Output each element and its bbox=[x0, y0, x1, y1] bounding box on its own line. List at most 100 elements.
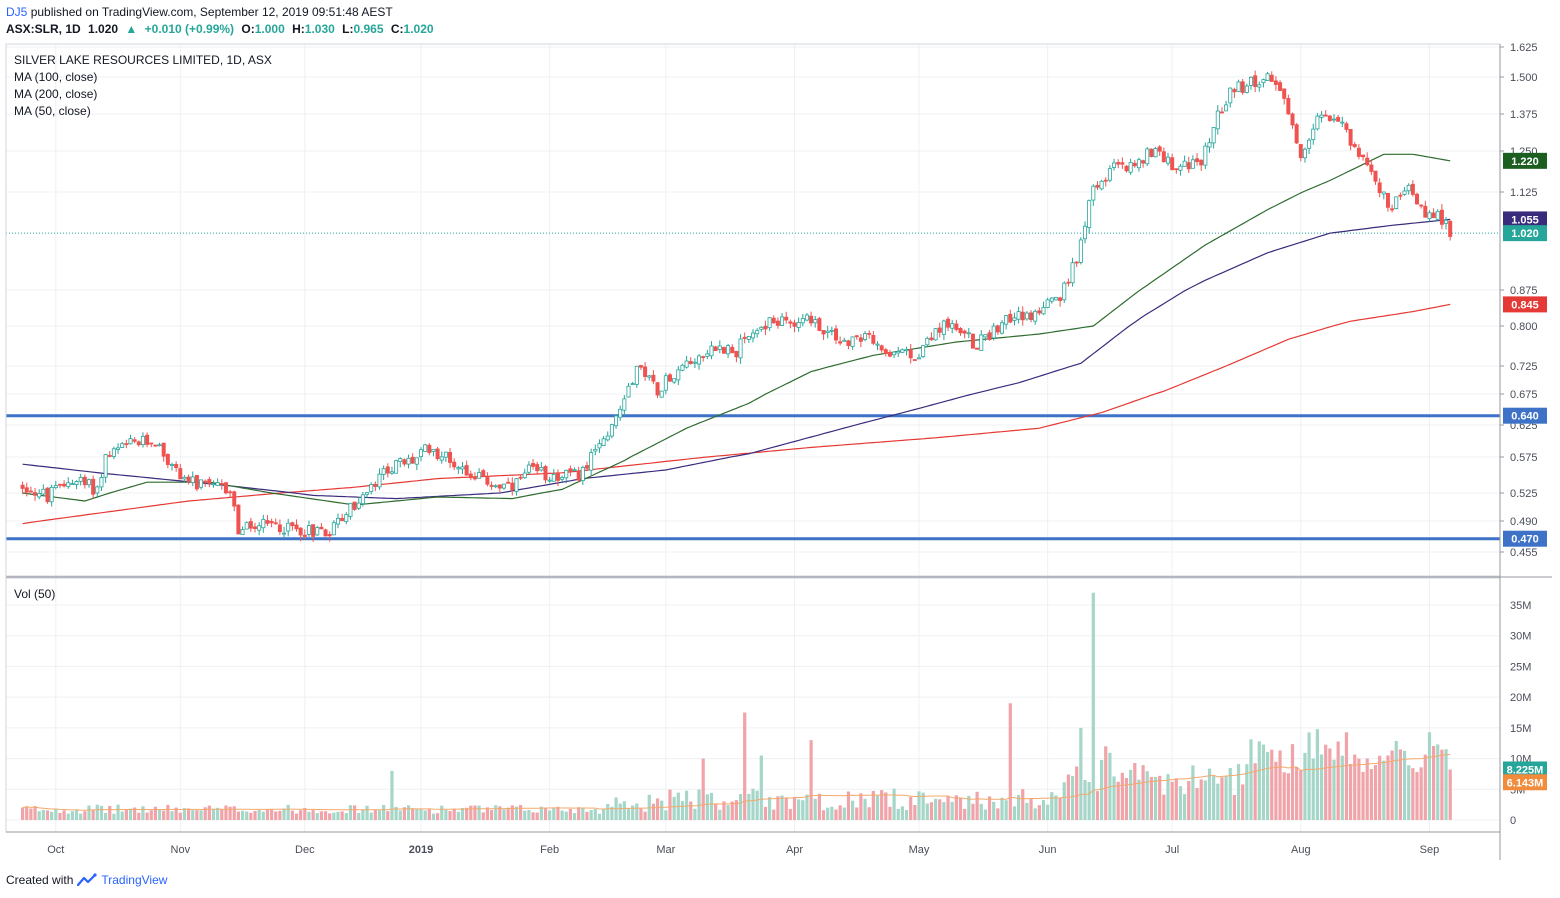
volume-bar bbox=[1012, 806, 1017, 820]
volume-bar bbox=[1245, 764, 1249, 820]
candle-body bbox=[1228, 87, 1233, 104]
volume-bar bbox=[481, 812, 485, 820]
candle-body bbox=[1049, 297, 1054, 302]
volume-bar bbox=[705, 794, 709, 820]
candle-body bbox=[1415, 193, 1420, 205]
volume-bar bbox=[465, 807, 469, 820]
volume-bar bbox=[722, 801, 726, 820]
candle-body bbox=[726, 345, 731, 355]
volume-bar bbox=[900, 806, 904, 820]
volume-bar bbox=[1253, 763, 1257, 820]
candle-body bbox=[1190, 159, 1195, 169]
volume-bar bbox=[875, 795, 880, 820]
candle-body bbox=[269, 521, 274, 524]
volume-bar bbox=[240, 810, 245, 820]
volume-bar bbox=[709, 792, 714, 820]
candle-body bbox=[439, 456, 444, 461]
volume-bar bbox=[460, 808, 465, 820]
volume-bar bbox=[62, 810, 66, 820]
volume-bar bbox=[1166, 774, 1170, 820]
price-label-box bbox=[1503, 225, 1547, 242]
volume-bar bbox=[672, 796, 676, 820]
candle-series bbox=[20, 70, 1453, 542]
candle-body bbox=[460, 466, 465, 470]
candle-body bbox=[302, 534, 307, 537]
candle-body bbox=[1136, 159, 1141, 169]
volume-bar bbox=[809, 740, 813, 820]
candle-body bbox=[817, 318, 822, 331]
candle-body bbox=[477, 472, 482, 479]
volume-bar bbox=[813, 798, 817, 820]
volume-bar bbox=[797, 799, 801, 820]
volume-bar bbox=[1407, 765, 1411, 820]
volume-bar bbox=[66, 813, 70, 820]
candle-body bbox=[788, 321, 793, 324]
candle-body bbox=[398, 458, 403, 462]
candle-body bbox=[423, 444, 428, 452]
volume-bar bbox=[1037, 805, 1041, 820]
candle-body bbox=[804, 314, 809, 321]
candle-body bbox=[1186, 162, 1191, 170]
candle-body bbox=[377, 473, 382, 488]
candle-body bbox=[107, 455, 112, 457]
candle-body bbox=[1236, 81, 1241, 92]
volume-bar bbox=[548, 810, 552, 820]
volume-bar bbox=[1270, 749, 1274, 820]
volume-bar bbox=[178, 812, 182, 820]
candle-body bbox=[128, 438, 133, 445]
volume-bar bbox=[1332, 759, 1336, 820]
legend-ma50: MA (50, close) bbox=[14, 104, 91, 118]
candle-body bbox=[1385, 192, 1390, 208]
candle-body bbox=[448, 451, 453, 463]
candle-body bbox=[219, 482, 224, 485]
horizontal-levels[interactable] bbox=[6, 232, 1500, 541]
price-tick-label: 1.125 bbox=[1510, 187, 1538, 199]
volume-bar bbox=[589, 810, 593, 820]
volume-bar bbox=[680, 801, 685, 820]
volume-bar bbox=[1423, 754, 1427, 820]
author-link[interactable]: DJ5 bbox=[6, 5, 28, 19]
volume-tick-label: 15M bbox=[1510, 723, 1531, 735]
volume-bar bbox=[954, 795, 958, 820]
candle-body bbox=[1265, 73, 1270, 81]
volume-bar bbox=[149, 810, 153, 820]
candle-body bbox=[601, 438, 606, 447]
price-tick-label: 0.525 bbox=[1510, 488, 1538, 500]
volume-bar bbox=[817, 793, 821, 820]
volume-bar bbox=[631, 805, 635, 820]
volume-bar bbox=[253, 810, 257, 820]
volume-bar bbox=[1236, 764, 1241, 820]
candle-body bbox=[389, 471, 394, 474]
volume-bar bbox=[282, 808, 286, 820]
candle-body bbox=[1294, 124, 1299, 144]
volume-bar bbox=[846, 791, 851, 820]
volume-bar bbox=[348, 805, 353, 820]
volume-bar bbox=[340, 811, 344, 820]
candle-body bbox=[1012, 317, 1017, 321]
volume-bar bbox=[1228, 767, 1232, 820]
volume-bar bbox=[564, 811, 568, 820]
volume-tick-label: 35M bbox=[1510, 600, 1531, 612]
candle-body bbox=[24, 487, 29, 493]
candle-body bbox=[626, 385, 631, 398]
candle-body bbox=[879, 345, 884, 351]
candle-body bbox=[435, 448, 440, 459]
candle-body bbox=[33, 492, 38, 496]
volume-bar bbox=[398, 810, 402, 820]
price-chart[interactable]: 1.6251.5001.3751.2501.1250.8750.8000.725… bbox=[0, 40, 1560, 865]
candle-body bbox=[1240, 81, 1245, 93]
candle-body bbox=[692, 361, 697, 364]
candle-body bbox=[360, 494, 365, 505]
candle-body bbox=[203, 480, 208, 483]
candle-body bbox=[589, 452, 594, 471]
volume-bar bbox=[639, 807, 643, 820]
price-tick-label: 0.800 bbox=[1510, 321, 1538, 333]
candle-body bbox=[1000, 322, 1005, 334]
volume-bar bbox=[896, 809, 900, 820]
volume-bar bbox=[622, 801, 626, 820]
candle-body bbox=[800, 318, 805, 324]
volume-bar bbox=[917, 791, 921, 820]
volume-bar bbox=[199, 810, 203, 820]
tradingview-link[interactable]: TradingView bbox=[77, 873, 167, 887]
price-tick-label: 1.375 bbox=[1510, 109, 1538, 121]
